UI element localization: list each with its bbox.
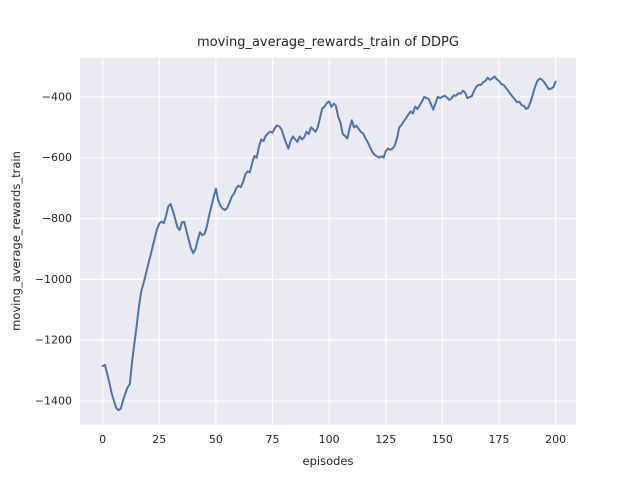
ddpg-series-line xyxy=(101,75,557,412)
x-tick-label: 0 xyxy=(99,433,106,446)
y-tick-label: −400 xyxy=(42,90,72,103)
x-axis-label: episodes xyxy=(303,454,354,468)
y-tick-label: −600 xyxy=(42,151,72,164)
y-tick-label: −1200 xyxy=(35,334,72,347)
x-tick-label: 100 xyxy=(319,433,340,446)
y-tick-labels: −400 −600 −800 −1000 −1200 −1400 xyxy=(35,90,72,407)
x-tick-label: 200 xyxy=(545,433,566,446)
y-tick-label: −1400 xyxy=(35,395,72,408)
x-tick-label: 75 xyxy=(266,433,280,446)
y-tick-label: −800 xyxy=(42,212,72,225)
x-tick-label: 175 xyxy=(488,433,509,446)
x-tick-label: 125 xyxy=(375,433,396,446)
chart-title: moving_average_rewards_train of DDPG xyxy=(197,35,459,50)
y-axis-label: moving_average_rewards_train xyxy=(9,151,23,331)
gridlines xyxy=(80,57,576,425)
x-tick-labels: 0 25 50 75 100 125 150 175 200 xyxy=(99,433,566,446)
y-tick-label: −1000 xyxy=(35,273,72,286)
x-tick-label: 25 xyxy=(152,433,166,446)
x-tick-label: 50 xyxy=(209,433,223,446)
plot-area xyxy=(80,57,576,425)
x-tick-label: 150 xyxy=(432,433,453,446)
